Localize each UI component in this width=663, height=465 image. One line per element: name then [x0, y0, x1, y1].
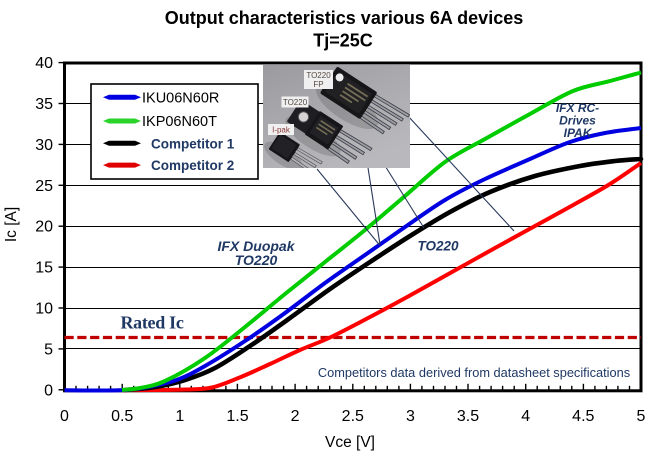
svg-text:4: 4	[521, 408, 530, 425]
svg-text:2: 2	[291, 408, 300, 425]
svg-text:FP: FP	[313, 80, 323, 89]
svg-text:Output characteristics various: Output characteristics various 6A device…	[165, 8, 523, 28]
svg-text:I-pak: I-pak	[272, 126, 291, 135]
svg-text:3.5: 3.5	[457, 408, 479, 425]
svg-text:0: 0	[60, 408, 69, 425]
svg-text:Tj=25C: Tj=25C	[313, 31, 373, 51]
svg-text:10: 10	[35, 301, 53, 318]
svg-text:4.5: 4.5	[572, 408, 594, 425]
svg-text:TO220: TO220	[235, 252, 278, 268]
svg-text:30: 30	[35, 137, 53, 154]
svg-text:0: 0	[44, 382, 53, 399]
svg-text:Competitors data derived from: Competitors data derived from datasheet …	[318, 365, 630, 380]
svg-text:IFX RC-: IFX RC-	[556, 101, 599, 115]
svg-text:5: 5	[637, 408, 646, 425]
svg-text:Vce [V]: Vce [V]	[325, 434, 375, 451]
svg-text:IPAK: IPAK	[564, 126, 593, 140]
svg-text:0.5: 0.5	[111, 408, 133, 425]
svg-text:TO220: TO220	[283, 98, 308, 107]
svg-text:3: 3	[406, 408, 415, 425]
svg-text:2.5: 2.5	[342, 408, 364, 425]
svg-text:35: 35	[35, 96, 53, 113]
svg-text:IFX Duopak: IFX Duopak	[217, 238, 295, 254]
svg-text:Rated Ic: Rated Ic	[120, 313, 183, 333]
svg-text:5: 5	[44, 341, 53, 358]
svg-text:15: 15	[35, 260, 53, 277]
svg-text:25: 25	[35, 178, 53, 195]
svg-text:IKU06N60R: IKU06N60R	[142, 91, 219, 107]
svg-text:TO220: TO220	[306, 71, 331, 80]
svg-text:20: 20	[35, 219, 53, 236]
svg-text:TO220: TO220	[417, 239, 459, 254]
svg-text:IKP06N60T: IKP06N60T	[142, 114, 217, 130]
svg-text:1: 1	[175, 408, 184, 425]
svg-text:Drives: Drives	[559, 113, 596, 127]
svg-text:Competitor 1: Competitor 1	[151, 136, 235, 151]
svg-text:Ic [A]: Ic [A]	[3, 207, 20, 242]
svg-text:1.5: 1.5	[226, 408, 248, 425]
svg-text:40: 40	[35, 55, 53, 72]
svg-text:Competitor 2: Competitor 2	[151, 158, 234, 173]
